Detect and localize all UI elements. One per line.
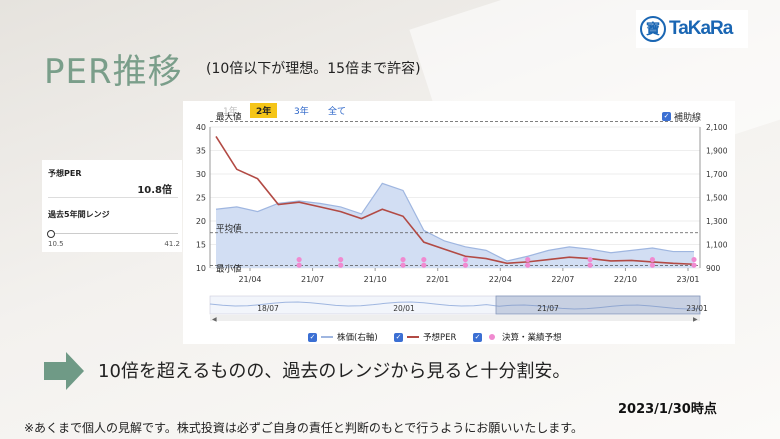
x-tick-label: 22/07 (551, 275, 574, 284)
event-marker (649, 262, 656, 268)
event-marker (296, 262, 302, 268)
company-logo: 寶 TaKaRa (636, 10, 748, 48)
divider (48, 197, 178, 198)
y-tick-label-left: 15 (196, 241, 206, 250)
checkbox-icon: ✓ (308, 332, 317, 342)
y-tick-label-left: 10 (196, 264, 206, 273)
forecast-per-label: 予想PER (48, 169, 82, 178)
event-marker (421, 262, 427, 268)
y-tick-label-right: 900 (706, 264, 721, 273)
x-tick-label: 22/01 (426, 275, 449, 284)
range-max: 41.2 (164, 240, 180, 248)
price-line (215, 182, 694, 262)
legend-price-label: 株価(右軸) (337, 333, 378, 343)
checkbox-icon: ✓ (394, 332, 403, 342)
y-tick-label-left: 40 (196, 123, 206, 132)
x-tick-label: 21/04 (238, 275, 261, 284)
legend-price[interactable]: ✓ 株価(右軸) (308, 331, 378, 343)
event-marker (691, 262, 697, 268)
navigator-tick-label: 18/07 (257, 304, 279, 313)
aux-line-toggle[interactable]: ✓ 補助線 (662, 110, 701, 123)
navigator-tick-label: 23/01 (686, 304, 708, 313)
side-panel: 予想PER 10.8倍 過去5年間レンジ 10.5 41.2 (42, 160, 182, 252)
range-tab-2y[interactable]: 2年 (250, 103, 278, 118)
range-track (50, 233, 178, 234)
event-marker (296, 256, 302, 263)
reference-label: 平均値 (216, 223, 242, 234)
event-marker (400, 256, 406, 263)
event-marker (462, 256, 468, 263)
y-tick-label-left: 20 (196, 217, 206, 226)
y-tick-label-right: 1,300 (706, 217, 728, 226)
arrow-right-icon (44, 352, 84, 390)
y-tick-label-left: 25 (196, 194, 206, 203)
reference-label: 最小値 (216, 264, 242, 275)
checkbox-icon: ✓ (662, 112, 671, 121)
checkbox-icon: ✓ (473, 332, 482, 342)
logo-mark-icon: 寶 (640, 16, 666, 42)
navigator-tick-label: 21/07 (537, 304, 559, 313)
range-tab-1y[interactable]: 1年 (223, 107, 238, 117)
as-of-date: 2023/1/30時点 (618, 402, 717, 417)
event-marker (338, 262, 344, 268)
range-min: 10.5 (48, 240, 64, 248)
conclusion-text: 10倍を超えるものの、過去のレンジから見ると十分割安。 (98, 361, 571, 382)
reference-label: 最大値 (216, 111, 242, 122)
event-marker (400, 262, 406, 268)
page-title: PER推移 (44, 52, 183, 92)
event-marker (338, 256, 344, 263)
scrollbar-track[interactable] (210, 315, 700, 321)
range-handle-icon[interactable] (47, 230, 55, 238)
per-line-icon (407, 336, 419, 338)
navigator-line (209, 301, 701, 310)
scroll-right-icon[interactable]: ▶ (693, 316, 698, 323)
x-tick-label: 22/04 (489, 275, 512, 284)
event-marker (421, 256, 427, 263)
range-tab-all[interactable]: 全て (328, 107, 347, 117)
event-marker (587, 256, 593, 263)
legend-events-label: 決算・業績予想 (502, 333, 562, 343)
y-tick-label-right: 1,900 (706, 147, 728, 156)
legend-events[interactable]: ✓ 決算・業績予想 (473, 331, 562, 343)
event-marker (649, 256, 656, 263)
x-tick-label: 22/10 (614, 275, 637, 284)
forecast-per-value: 10.8倍 (137, 185, 172, 196)
x-tick-label: 21/10 (364, 275, 387, 284)
legend-per[interactable]: ✓ 予想PER (394, 331, 456, 343)
price-line-icon (321, 336, 333, 338)
x-tick-label: 23/01 (676, 275, 699, 284)
range-tab-3y[interactable]: 3年 (294, 107, 309, 117)
event-marker (691, 256, 697, 263)
aux-line-label: 補助線 (674, 113, 702, 123)
y-tick-label-left: 35 (196, 147, 206, 156)
range-label: 過去5年間レンジ (48, 210, 110, 219)
y-tick-label-right: 1,500 (706, 194, 728, 203)
event-dot-icon (489, 334, 495, 340)
event-marker (462, 262, 468, 268)
legend-per-label: 予想PER (423, 333, 457, 343)
event-marker (587, 262, 593, 268)
y-tick-label-right: 2,100 (706, 123, 728, 132)
per-line (215, 135, 695, 266)
y-tick-label-right: 1,100 (706, 241, 728, 250)
disclaimer: ※あくまで個人の見解です。株式投資は必ずご自身の責任と判断のもとで行うようにお願… (24, 421, 584, 435)
scroll-left-icon[interactable]: ◀ (212, 316, 217, 323)
x-tick-label: 21/07 (301, 275, 324, 284)
event-marker (525, 256, 531, 263)
y-tick-label-left: 30 (196, 170, 206, 179)
navigator-tick-label: 20/01 (393, 304, 415, 313)
price-area (216, 183, 694, 268)
y-tick-label-right: 1,700 (706, 170, 728, 179)
navigator-window[interactable] (495, 295, 701, 315)
logo-text: TaKaRa (669, 18, 733, 39)
page-subtitle: (10倍以下が理想。15倍まで許容) (206, 61, 421, 77)
event-marker (525, 262, 531, 268)
